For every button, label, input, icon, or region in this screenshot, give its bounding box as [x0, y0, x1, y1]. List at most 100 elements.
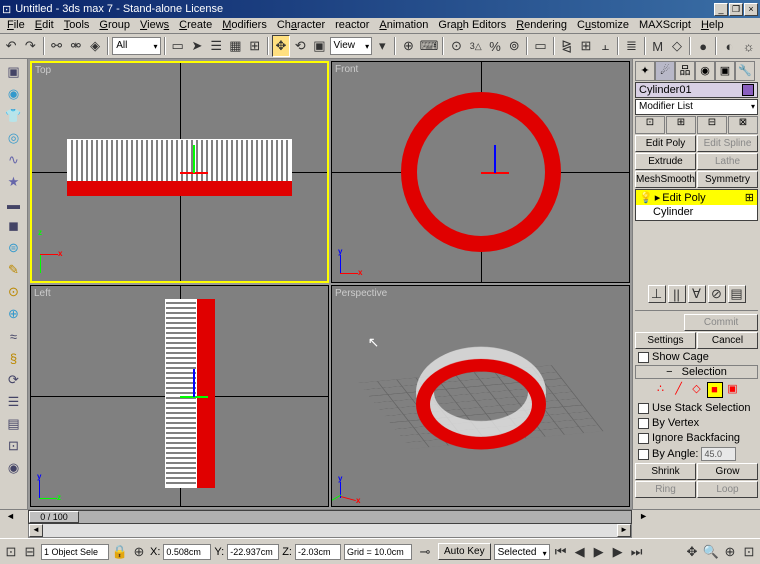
tab-utilities[interactable]: 🔧: [735, 61, 755, 81]
lock-button[interactable]: 🔒: [112, 544, 128, 560]
timeline-prev-icon[interactable]: ◄: [6, 511, 15, 521]
reactor-tool-7[interactable]: ▬: [3, 193, 25, 215]
angle-spinner[interactable]: [701, 447, 736, 461]
menu-tools[interactable]: Tools: [59, 18, 95, 33]
menu-group[interactable]: Group: [94, 18, 135, 33]
menu-help[interactable]: Help: [696, 18, 729, 33]
keymode-dropdown[interactable]: Selected: [494, 544, 550, 560]
close-button[interactable]: ×: [744, 3, 758, 16]
select-button[interactable]: ▭: [169, 35, 187, 57]
reactor-tool-4[interactable]: ◎: [3, 127, 25, 149]
extrude-button[interactable]: Extrude: [635, 153, 696, 170]
config-button-2[interactable]: ⊞: [666, 116, 696, 134]
reactor-tool-3[interactable]: 👕: [3, 105, 25, 127]
scale-button[interactable]: ▣: [310, 35, 328, 57]
percent-snap-button[interactable]: %: [486, 35, 504, 57]
byvertex-checkbox[interactable]: [638, 418, 649, 429]
reactor-tool-5[interactable]: ∿: [3, 149, 25, 171]
modifier-list-dropdown[interactable]: Modifier List: [635, 99, 758, 115]
menu-edit[interactable]: Edit: [30, 18, 59, 33]
edge-sel-icon[interactable]: ╱: [671, 382, 687, 398]
reactor-tool-19[interactable]: ◉: [3, 457, 25, 479]
border-sel-icon[interactable]: ◇: [689, 382, 705, 398]
viewport-perspective[interactable]: Perspective ↖ x y z: [331, 285, 630, 507]
byangle-checkbox[interactable]: [638, 449, 649, 460]
showcage-checkbox[interactable]: [638, 352, 649, 363]
selection-rollout[interactable]: − Selection: [635, 365, 758, 379]
menu-create[interactable]: Create: [174, 18, 217, 33]
quick-render-button[interactable]: ☼: [740, 35, 758, 57]
menu-customize[interactable]: Customize: [572, 18, 634, 33]
menu-character[interactable]: Character: [272, 18, 330, 33]
reactor-tool-1[interactable]: ▣: [3, 61, 25, 83]
ignorebf-checkbox[interactable]: [638, 433, 649, 444]
pivot-button[interactable]: ▾: [373, 35, 391, 57]
settings-button[interactable]: Settings: [635, 332, 696, 349]
element-sel-icon[interactable]: ▣: [725, 382, 741, 398]
goto-start-button[interactable]: ⏮: [553, 544, 569, 560]
usestack-checkbox[interactable]: [638, 403, 649, 414]
track-bar[interactable]: ◄►: [28, 523, 632, 538]
vertex-sel-icon[interactable]: ∴: [653, 382, 669, 398]
unlink-button[interactable]: ⚮: [67, 35, 85, 57]
named-sel-button[interactable]: ▭: [531, 35, 549, 57]
material-button[interactable]: ●: [694, 35, 712, 57]
reactor-tool-16[interactable]: ☰: [3, 391, 25, 413]
tab-hierarchy[interactable]: 品: [675, 61, 695, 81]
render-scene-button[interactable]: ◐: [720, 35, 738, 57]
polygon-sel-icon[interactable]: ■: [707, 382, 723, 398]
selection-filter-dropdown[interactable]: All: [112, 37, 160, 55]
time-slider[interactable]: ◄ 0 / 100 ►: [0, 509, 760, 523]
meshsmooth-button[interactable]: MeshSmooth: [635, 171, 696, 188]
spinner-snap-button[interactable]: ⊚: [505, 35, 523, 57]
reactor-tool-17[interactable]: ▤: [3, 413, 25, 435]
restore-button[interactable]: ❐: [729, 3, 743, 16]
nav-max-button[interactable]: ⊡: [741, 544, 757, 560]
manipulate-button[interactable]: ⊕: [399, 35, 417, 57]
layers-button[interactable]: ≣: [622, 35, 640, 57]
stack-pin-button[interactable]: ⊥: [648, 285, 666, 303]
viewport-left[interactable]: Left z y: [30, 285, 329, 507]
pin-icon[interactable]: ⊞: [745, 191, 754, 204]
nav-orbit-button[interactable]: ⊕: [722, 544, 738, 560]
ring-button[interactable]: Ring: [635, 481, 696, 498]
minimize-button[interactable]: _: [714, 3, 728, 16]
align-button[interactable]: ⫠: [596, 35, 614, 57]
undo-button[interactable]: ↶: [2, 35, 20, 57]
config-button-3[interactable]: ⊟: [697, 116, 727, 134]
select-name-button[interactable]: ☰: [207, 35, 225, 57]
rotate-button[interactable]: ⟲: [291, 35, 309, 57]
menu-animation[interactable]: Animation: [374, 18, 433, 33]
redo-button[interactable]: ↷: [21, 35, 39, 57]
snap-button[interactable]: ⊙: [447, 35, 465, 57]
menu-reactor[interactable]: reactor: [330, 18, 374, 33]
tab-motion[interactable]: ◉: [695, 61, 715, 81]
grow-button[interactable]: Grow: [697, 463, 758, 480]
next-frame-button[interactable]: ▶: [610, 544, 626, 560]
reactor-tool-12[interactable]: ⊕: [3, 303, 25, 325]
prev-frame-button[interactable]: ◀: [572, 544, 588, 560]
object-name-field[interactable]: Cylinder01: [635, 82, 758, 98]
select-region-button[interactable]: ▦: [226, 35, 244, 57]
autokey-button[interactable]: Auto Key: [438, 543, 491, 560]
script-button[interactable]: ⊟: [22, 544, 38, 560]
tab-display[interactable]: ▣: [715, 61, 735, 81]
cancel-button[interactable]: Cancel: [697, 332, 758, 349]
lathe-button[interactable]: Lathe: [697, 153, 758, 170]
abs-rel-button[interactable]: ⊕: [131, 544, 147, 560]
bind-button[interactable]: ◈: [86, 35, 104, 57]
comm-button[interactable]: ⊸: [415, 544, 435, 560]
reactor-tool-8[interactable]: ◼: [3, 215, 25, 237]
keyboard-button[interactable]: ⌨: [419, 35, 440, 57]
z-coord-field[interactable]: [295, 544, 341, 560]
prompt-button[interactable]: ⊡: [3, 544, 19, 560]
stack-config-button[interactable]: ▤: [728, 285, 746, 303]
mirror-button[interactable]: ⧎: [558, 35, 576, 57]
editpoly-button[interactable]: Edit Poly: [635, 135, 696, 152]
reactor-tool-9[interactable]: ⊜: [3, 237, 25, 259]
reactor-tool-11[interactable]: ⊙: [3, 281, 25, 303]
menu-rendering[interactable]: Rendering: [511, 18, 572, 33]
object-color-swatch[interactable]: [742, 84, 754, 96]
move-button[interactable]: ✥: [272, 35, 290, 57]
stack-unique-button[interactable]: ∀: [688, 285, 706, 303]
